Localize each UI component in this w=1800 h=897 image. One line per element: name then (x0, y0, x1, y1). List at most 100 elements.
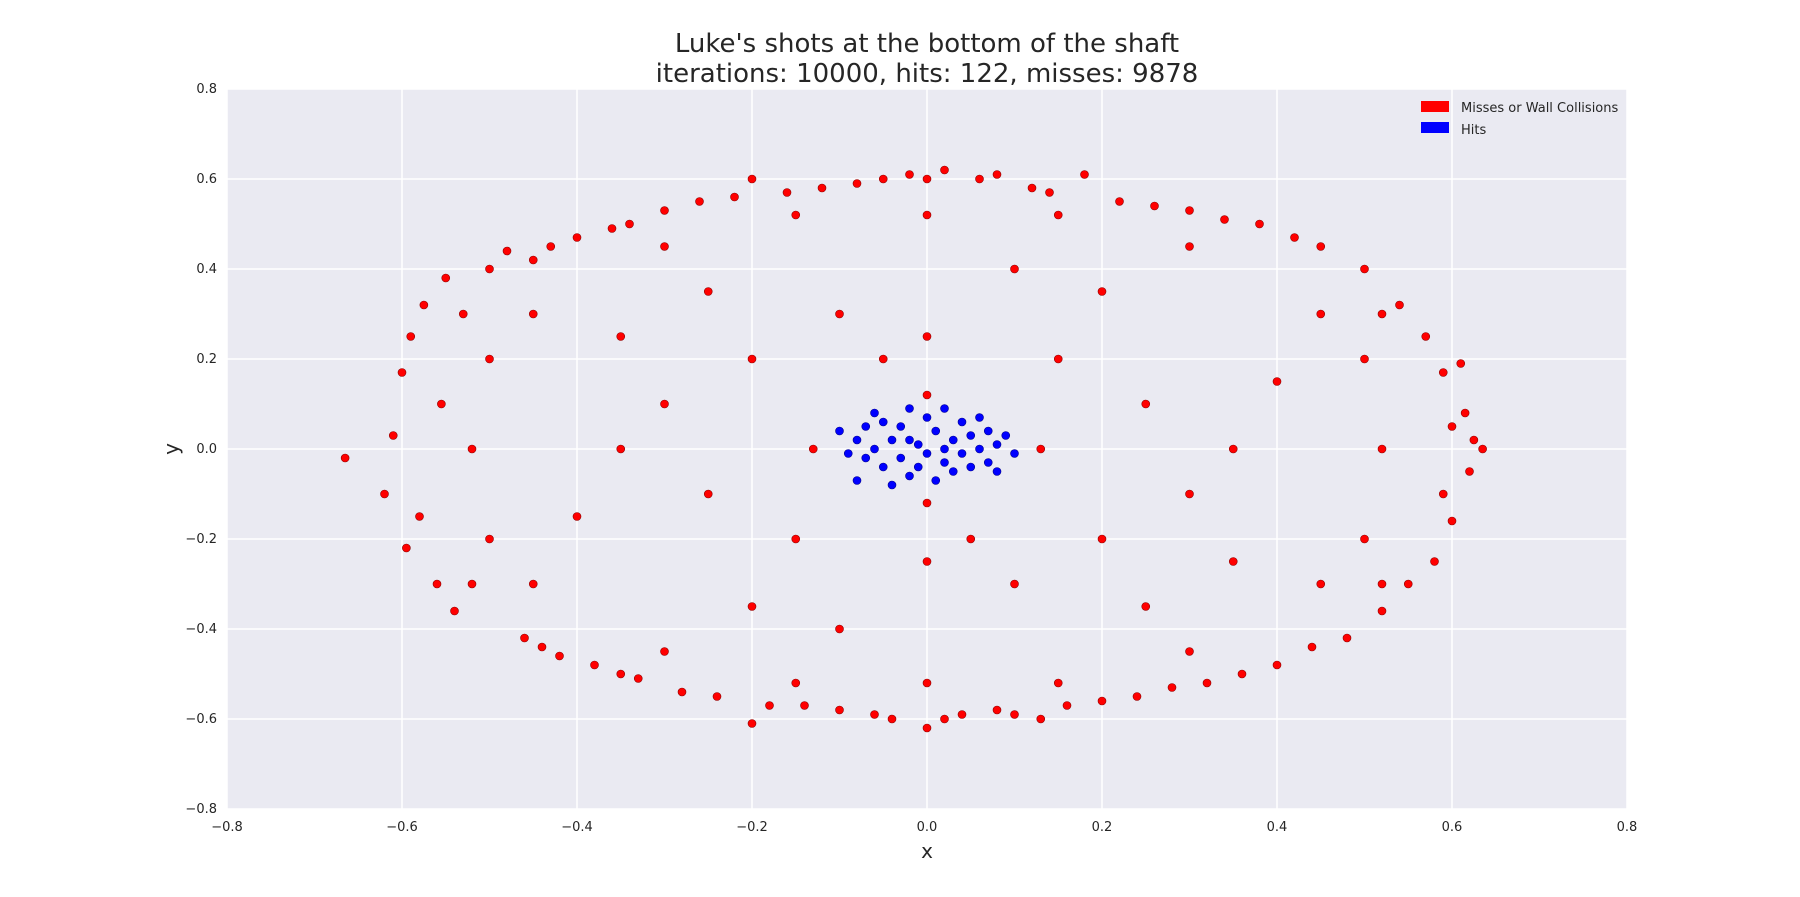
miss-point (1465, 467, 1474, 476)
miss-point (1377, 309, 1387, 319)
miss-point (1045, 188, 1054, 197)
hit-point (878, 462, 888, 472)
miss-point (660, 206, 669, 215)
hit-point (870, 444, 879, 454)
miss-point (791, 210, 801, 220)
miss-point (1132, 692, 1142, 701)
miss-point (1097, 534, 1107, 544)
miss-point (1053, 354, 1063, 364)
miss-point (485, 264, 494, 274)
miss-point (1228, 557, 1238, 566)
miss-point (616, 444, 626, 454)
miss-point (1185, 206, 1194, 215)
hit-point (922, 449, 932, 458)
miss-point (1053, 210, 1063, 220)
miss-point (730, 192, 739, 202)
y-tick-label: −0.8 (185, 802, 217, 817)
miss-point (1360, 264, 1369, 274)
miss-point (419, 300, 429, 310)
miss-point (791, 534, 801, 544)
miss-point (616, 332, 626, 341)
miss-point (1456, 359, 1466, 368)
hit-point (966, 462, 976, 472)
chart-subtitle: iterations: 10000, hits: 122, misses: 98… (656, 59, 1199, 89)
hit-point (957, 449, 967, 458)
miss-point (660, 399, 669, 409)
x-tick-label: −0.4 (561, 820, 593, 835)
miss-point (1316, 309, 1326, 319)
miss-point (1228, 444, 1238, 454)
miss-point (1447, 422, 1457, 431)
miss-point (1141, 602, 1151, 611)
miss-point (703, 287, 713, 296)
miss-point (975, 174, 984, 184)
grid-lines (226, 88, 1628, 810)
miss-point (572, 512, 582, 521)
miss-point (940, 714, 949, 724)
miss-point (1237, 669, 1247, 679)
chart-title: Luke's shots at the bottom of the shaft (675, 29, 1179, 59)
miss-point (1360, 354, 1369, 364)
miss-point (502, 246, 512, 256)
miss-point (1255, 219, 1264, 229)
miss-point (1097, 696, 1107, 706)
hit-point (852, 476, 862, 485)
miss-point (747, 354, 757, 364)
miss-point (695, 197, 704, 206)
hit-point (922, 413, 932, 422)
legend-label-hits: Hits (1461, 123, 1486, 138)
miss-point (1036, 714, 1046, 724)
miss-point (870, 710, 879, 719)
y-tick-label: −0.4 (185, 622, 217, 637)
hit-point (975, 413, 984, 422)
x-tick-label: −0.2 (736, 820, 768, 835)
miss-point (388, 431, 398, 440)
miss-point (1290, 233, 1299, 242)
x-tick-label: 0.4 (1267, 820, 1288, 835)
hit-point (905, 404, 914, 413)
y-tick-label: 0.4 (196, 262, 217, 277)
x-tick-label: 0.2 (1092, 820, 1113, 835)
miss-point (703, 489, 713, 499)
y-tick-label: −0.6 (185, 712, 217, 727)
miss-point (835, 309, 844, 319)
miss-point (432, 579, 442, 589)
miss-point (747, 602, 757, 611)
miss-point (1342, 633, 1352, 643)
miss-point (528, 255, 538, 265)
miss-point (966, 534, 976, 544)
miss-point (1185, 242, 1194, 251)
miss-point (878, 174, 888, 184)
hit-point (948, 435, 958, 445)
miss-point (406, 332, 416, 341)
miss-point (1062, 701, 1072, 710)
miss-point (1421, 332, 1431, 341)
miss-point (1430, 557, 1439, 566)
miss-point (607, 224, 617, 233)
miss-point (528, 579, 538, 589)
miss-point (1307, 642, 1317, 652)
y-tick-label: −0.2 (185, 532, 217, 547)
hit-point (940, 404, 949, 413)
hit-point (896, 453, 906, 463)
miss-point (467, 579, 477, 589)
miss-point (546, 242, 556, 251)
miss-point (1447, 516, 1457, 526)
hit-point (887, 480, 897, 490)
miss-point (437, 399, 446, 409)
miss-point (415, 512, 424, 521)
hit-point (966, 431, 976, 440)
miss-point (633, 674, 643, 683)
y-tick-label: 0.8 (196, 82, 217, 97)
miss-point (1150, 201, 1159, 211)
miss-point (765, 701, 774, 710)
hit-point (983, 458, 993, 467)
miss-point (922, 332, 932, 341)
miss-point (782, 188, 792, 197)
y-tick-label: 0.6 (196, 172, 217, 187)
hit-point (957, 417, 967, 427)
tick-labels: −0.8 −0.6 −0.4 −0.2 0.0 0.2 0.4 0.6 0.8 −0.8 −0.6 −… (185, 82, 1637, 835)
miss-point (1395, 300, 1404, 310)
x-tick-label: 0.8 (1617, 820, 1638, 835)
